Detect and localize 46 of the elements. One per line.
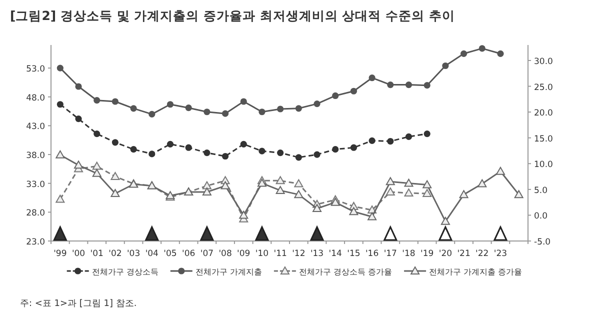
x-tick-label: '00 <box>72 249 86 259</box>
y2-tick-label: 5.0 <box>534 186 548 196</box>
legend-label: 전체가구 경상소득 <box>92 268 158 276</box>
x-tick-label: '12 <box>292 249 306 259</box>
legend-label: 전체가구 가계지출 증가율 <box>429 268 522 276</box>
x-tick-label: '09 <box>237 249 250 259</box>
x-tick-label: '10 <box>255 249 269 259</box>
x-tick-label: '23 <box>494 249 508 259</box>
x-tick-label: '03 <box>126 249 140 259</box>
x-tick-label: '08 <box>218 249 232 259</box>
y-tick-label: 28.0 <box>26 208 45 219</box>
x-tick-label: '19 <box>420 249 434 259</box>
x-tick-label: '07 <box>200 249 214 259</box>
y-tick-label: 53.0 <box>26 64 45 75</box>
y-tick-label: 43.0 <box>26 122 45 132</box>
y2-tick-label: -5.0 <box>534 238 551 248</box>
x-tick-label: '18 <box>402 249 416 259</box>
x-tick-label: '15 <box>347 249 360 259</box>
y2-tick-label: 30.0 <box>534 56 553 67</box>
y2-tick-label: 15.0 <box>534 134 553 144</box>
x-tick-label: '11 <box>274 249 287 259</box>
x-tick-label: '01 <box>90 249 104 259</box>
x-tick-label: '17 <box>384 249 397 259</box>
y2-tick-label: 10.0 <box>534 160 553 170</box>
y2-tick-label: 0.0 <box>534 212 548 222</box>
y-tick-label: 38.0 <box>26 151 45 162</box>
text: 주: <표 1>과 [그림 1] 참조. <box>20 299 137 309</box>
y2-tick-label: 20.0 <box>534 108 553 119</box>
y-tick-label: 23.0 <box>26 238 45 248</box>
x-tick-label: '06 <box>182 249 196 259</box>
y-tick-label: 48.0 <box>26 93 45 104</box>
x-tick-label: '04 <box>145 249 158 259</box>
legend-label: 전체가구 가계지출 <box>195 268 262 276</box>
y2-tick-label: 25.0 <box>534 82 553 93</box>
x-tick-label: '22 <box>476 249 489 259</box>
x-tick-label: '21 <box>457 249 470 259</box>
x-tick-label: '05 <box>164 249 177 259</box>
x-tick-label: '02 <box>108 249 122 259</box>
chart-title: [그림2] 경상소득 및 가계지출의 증가율과 최저생계비의 상대적 수준의 추이 <box>10 8 455 23</box>
x-tick-label: '13 <box>310 249 324 259</box>
x-tick-label: '20 <box>438 249 452 259</box>
x-tick-label: '16 <box>365 249 379 259</box>
x-tick-label: '14 <box>328 249 342 259</box>
legend-label: 전체가구 경상소득 증가율 <box>298 268 392 276</box>
x-tick-label: '99 <box>54 249 67 259</box>
y-tick-label: 33.0 <box>26 180 45 190</box>
